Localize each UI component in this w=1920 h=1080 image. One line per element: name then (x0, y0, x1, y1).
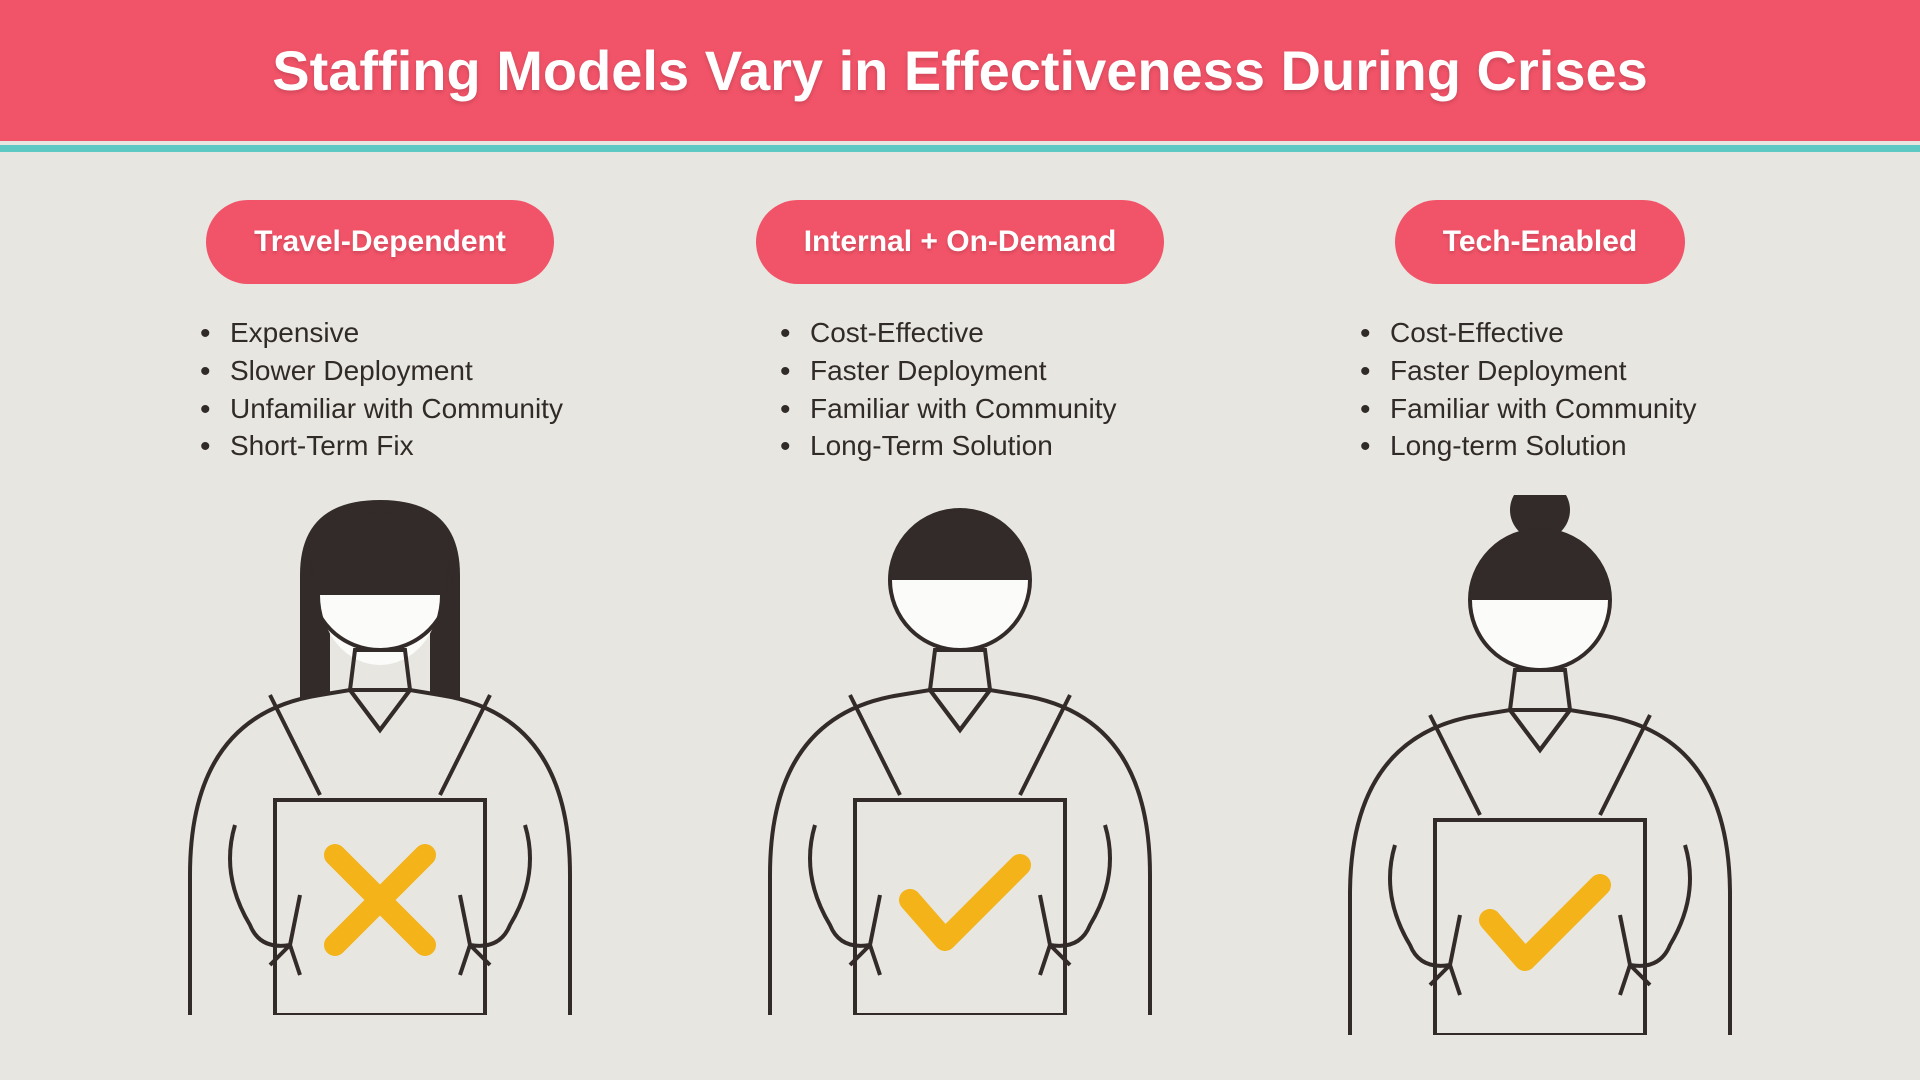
columns-container: Travel-Dependent Expensive Slower Deploy… (0, 152, 1920, 1035)
bullet-item: Long-Term Solution (780, 427, 1117, 465)
person-illustration (1300, 495, 1780, 1035)
bullet-list: Expensive Slower Deployment Unfamiliar w… (140, 314, 563, 465)
bullet-list: Cost-Effective Faster Deployment Familia… (720, 314, 1117, 465)
pill-label: Travel-Dependent (206, 200, 554, 284)
accent-line (0, 145, 1920, 152)
bullet-item: Slower Deployment (200, 352, 563, 390)
person-illustration (720, 495, 1200, 1015)
bullet-item: Expensive (200, 314, 563, 352)
bullet-item: Cost-Effective (1360, 314, 1697, 352)
bullet-item: Long-term Solution (1360, 427, 1697, 465)
bullet-item: Unfamiliar with Community (200, 390, 563, 428)
column-tech: Tech-Enabled Cost-Effective Faster Deplo… (1300, 200, 1780, 1035)
column-internal: Internal + On-Demand Cost-Effective Fast… (720, 200, 1200, 1035)
bullet-item: Familiar with Community (1360, 390, 1697, 428)
person-illustration (140, 495, 620, 1015)
bullet-item: Faster Deployment (1360, 352, 1697, 390)
bullet-item: Cost-Effective (780, 314, 1117, 352)
bullet-list: Cost-Effective Faster Deployment Familia… (1300, 314, 1697, 465)
pill-label: Internal + On-Demand (756, 200, 1165, 284)
bullet-item: Faster Deployment (780, 352, 1117, 390)
column-travel: Travel-Dependent Expensive Slower Deploy… (140, 200, 620, 1035)
page-title: Staffing Models Vary in Effectiveness Du… (0, 38, 1920, 103)
header-banner: Staffing Models Vary in Effectiveness Du… (0, 0, 1920, 141)
bullet-item: Familiar with Community (780, 390, 1117, 428)
bullet-item: Short-Term Fix (200, 427, 563, 465)
pill-label: Tech-Enabled (1395, 200, 1685, 284)
